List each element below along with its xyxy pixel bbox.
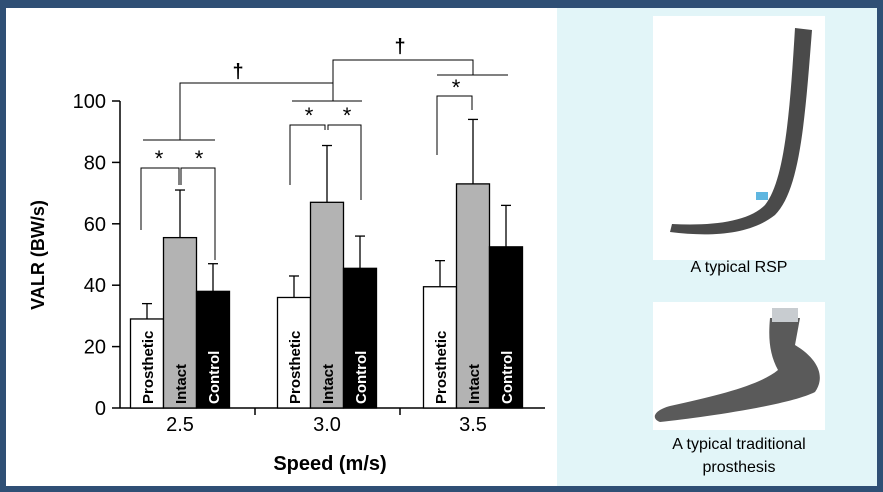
significance-marker: * bbox=[343, 103, 352, 128]
significance-marker: * bbox=[155, 146, 164, 171]
y-tick-label: 20 bbox=[84, 337, 106, 359]
x-tick-label: 3.0 bbox=[313, 414, 341, 436]
caption-text: A typical traditional bbox=[672, 436, 805, 453]
y-tick-label: 60 bbox=[84, 214, 106, 236]
y-tick-label: 100 bbox=[73, 91, 106, 113]
significance-marker: * bbox=[195, 146, 204, 171]
significance-marker: * bbox=[305, 103, 314, 128]
rsp-logo bbox=[756, 192, 768, 200]
y-tick-label: 0 bbox=[95, 398, 106, 420]
bar-label: Intact bbox=[320, 364, 337, 404]
y-tick-label: 40 bbox=[84, 275, 106, 297]
bar-label: Prosthetic bbox=[433, 331, 450, 404]
x-axis-label: Speed (m/s) bbox=[273, 453, 386, 475]
bar-label: Control bbox=[499, 351, 516, 404]
slide: A typical RSP A typical traditionalprost… bbox=[0, 0, 883, 492]
caption: A typical RSP bbox=[691, 259, 788, 276]
bar-label: Intact bbox=[466, 364, 483, 404]
bar-label: Intact bbox=[173, 364, 190, 404]
significance-marker: † bbox=[394, 36, 405, 58]
significance-marker: * bbox=[452, 75, 461, 100]
pylon bbox=[772, 308, 798, 322]
bar-label: Prosthetic bbox=[140, 331, 157, 404]
y-tick-label: 80 bbox=[84, 152, 106, 174]
significance-marker: † bbox=[232, 61, 243, 83]
x-tick-label: 2.5 bbox=[166, 414, 194, 436]
chart: A typical RSP A typical traditionalprost… bbox=[0, 0, 883, 492]
bar-label: Control bbox=[206, 351, 223, 404]
y-axis-label: VALR (BW/s) bbox=[28, 200, 48, 310]
bar-label: Prosthetic bbox=[287, 331, 304, 404]
x-tick-label: 3.5 bbox=[459, 414, 487, 436]
bar-label: Control bbox=[353, 351, 370, 404]
